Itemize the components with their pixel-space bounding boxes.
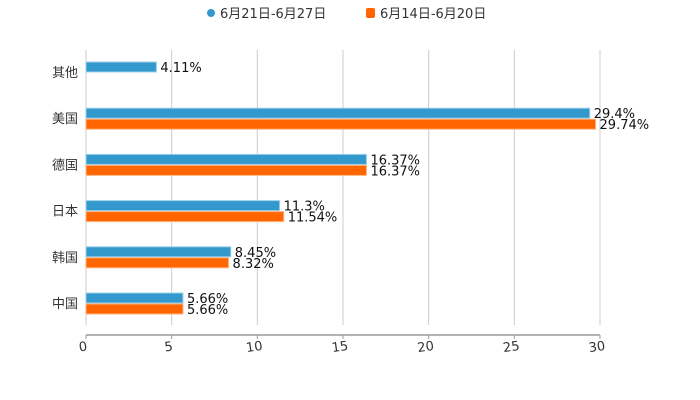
data-label: 4.11% xyxy=(160,61,201,76)
data-label: 16.37% xyxy=(370,164,420,179)
y-tick-label: 德国 xyxy=(52,158,78,173)
y-tick-label: 其他 xyxy=(52,66,78,81)
data-label: 16.37% xyxy=(370,153,420,168)
x-tick-label: 20 xyxy=(416,339,434,356)
data-label: 5.66% xyxy=(187,303,228,318)
legend-label: 6月14日-6月20日 xyxy=(380,7,486,22)
x-tick-label: 30 xyxy=(588,339,606,356)
legend-marker xyxy=(207,9,215,17)
y-tick-label: 中国 xyxy=(52,297,78,312)
legend-label: 6月21日-6月27日 xyxy=(220,7,326,22)
bar-week-0621 xyxy=(85,200,281,212)
data-label: 8.45% xyxy=(235,246,276,261)
bar-week-0614 xyxy=(85,118,597,130)
x-tick-label: 10 xyxy=(245,339,263,356)
bar-week-0614 xyxy=(85,164,367,176)
data-label: 11.54% xyxy=(288,211,338,226)
x-tick-label: 5 xyxy=(164,339,174,355)
bar-week-0614 xyxy=(85,211,285,223)
y-tick-label: 美国 xyxy=(52,112,78,127)
data-label: 29.74% xyxy=(600,118,650,133)
bar-week-0621 xyxy=(85,292,184,304)
bar-week-0621 xyxy=(85,246,232,258)
bar-week-0621 xyxy=(85,61,157,73)
bar-week-0614 xyxy=(85,257,230,269)
y-tick-label: 韩国 xyxy=(52,251,78,266)
data-label: 29.4% xyxy=(594,107,635,122)
data-label: 8.32% xyxy=(233,257,274,272)
data-label: 11.3% xyxy=(284,200,325,215)
y-tick-label: 日本 xyxy=(52,205,78,220)
bar-week-0614 xyxy=(85,303,184,315)
bar-week-0621 xyxy=(85,153,367,165)
legend-marker xyxy=(366,8,375,18)
x-tick-label: 15 xyxy=(331,339,349,356)
data-label: 5.66% xyxy=(187,292,228,307)
bar-week-0621 xyxy=(85,107,591,119)
x-tick-label: 0 xyxy=(78,339,88,355)
x-tick-label: 25 xyxy=(502,339,520,356)
